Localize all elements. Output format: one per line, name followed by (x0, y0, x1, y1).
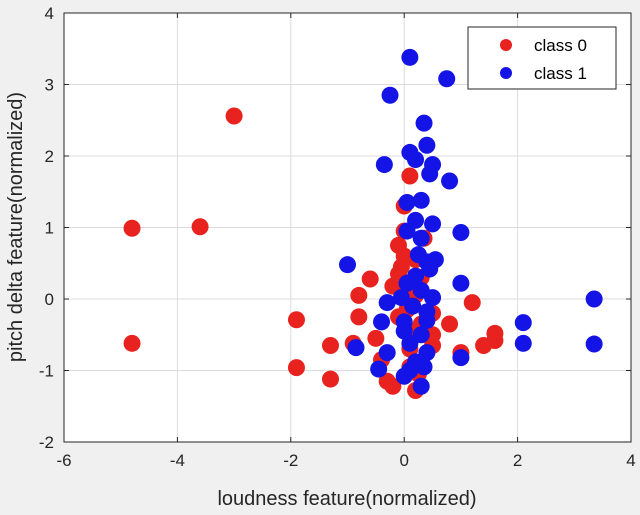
point-class-1 (452, 224, 470, 242)
point-class-1 (426, 251, 444, 269)
point-class-1 (421, 165, 439, 183)
legend-box (467, 26, 617, 90)
x-tick-label: -2 (283, 451, 298, 470)
point-class-1 (398, 193, 416, 211)
point-class-1 (373, 313, 391, 331)
y-tick-label: 1 (45, 219, 54, 238)
x-axis-label: loudness feature(normalized) (217, 488, 476, 510)
point-class-0 (392, 258, 410, 276)
y-axis-label: pitch delta feature(normalized) (5, 92, 27, 362)
point-class-1 (339, 256, 356, 274)
point-class-0 (123, 219, 141, 237)
point-class-1 (401, 48, 419, 66)
point-class-1 (404, 297, 422, 315)
point-class-0 (384, 377, 402, 395)
point-class-1 (381, 86, 399, 104)
point-class-1 (378, 344, 396, 362)
x-tick-label: 0 (399, 451, 408, 470)
y-tick-label: 2 (45, 147, 54, 166)
y-tick-label: -2 (39, 433, 54, 452)
point-class-1 (412, 377, 430, 395)
point-class-1 (424, 215, 442, 233)
point-class-1 (438, 70, 456, 88)
point-class-1 (415, 114, 433, 132)
point-class-1 (415, 358, 433, 376)
point-class-1 (585, 290, 603, 308)
point-class-0 (441, 315, 459, 333)
point-class-1 (452, 349, 470, 367)
point-class-1 (347, 339, 365, 357)
point-class-0 (123, 334, 141, 352)
point-class-0 (350, 286, 368, 304)
data-points (123, 48, 603, 400)
y-tick-label: 4 (45, 4, 54, 23)
point-class-0 (463, 294, 481, 312)
point-class-1 (585, 335, 603, 353)
point-class-0 (191, 218, 209, 236)
axis-ticks: -6 -4 -2 0 2 4 -2 -1 0 1 2 3 4 (39, 4, 636, 470)
point-class-1 (395, 322, 413, 340)
point-class-1 (378, 294, 396, 312)
point-class-1 (514, 314, 532, 332)
point-class-1 (441, 172, 459, 190)
y-tick-label: 0 (45, 290, 54, 309)
point-class-1 (370, 360, 388, 378)
point-class-0 (401, 167, 419, 185)
point-class-0 (367, 329, 385, 347)
point-class-0 (486, 331, 504, 349)
y-tick-label: 3 (45, 76, 54, 95)
point-class-1 (452, 274, 470, 292)
point-class-1 (375, 156, 393, 174)
point-class-0 (321, 370, 339, 388)
point-class-1 (424, 289, 442, 307)
legend: class 0 class 1 (467, 26, 617, 90)
point-class-0 (287, 359, 305, 377)
y-tick-label: -1 (39, 362, 54, 381)
point-class-0 (321, 336, 339, 354)
x-tick-label: -4 (170, 451, 185, 470)
point-class-0 (225, 107, 243, 125)
grid-lines (63, 12, 632, 443)
legend-marker-class-1 (500, 67, 512, 79)
point-class-1 (407, 151, 425, 169)
point-class-1 (514, 334, 532, 352)
point-class-1 (395, 367, 413, 385)
legend-label-class-0: class 0 (534, 36, 587, 55)
point-class-1 (412, 229, 430, 247)
point-class-0 (361, 270, 379, 288)
x-tick-label: 2 (513, 451, 522, 470)
point-class-1 (412, 191, 430, 209)
point-class-1 (398, 274, 416, 292)
legend-marker-class-0 (500, 39, 512, 51)
x-tick-label: 4 (626, 451, 635, 470)
point-class-1 (418, 311, 436, 329)
x-tick-label: -6 (56, 451, 71, 470)
point-class-1 (398, 222, 416, 240)
point-class-1 (418, 344, 436, 362)
point-class-0 (350, 308, 368, 326)
point-class-1 (418, 136, 436, 154)
legend-label-class-1: class 1 (534, 64, 587, 83)
point-class-0 (287, 311, 305, 329)
